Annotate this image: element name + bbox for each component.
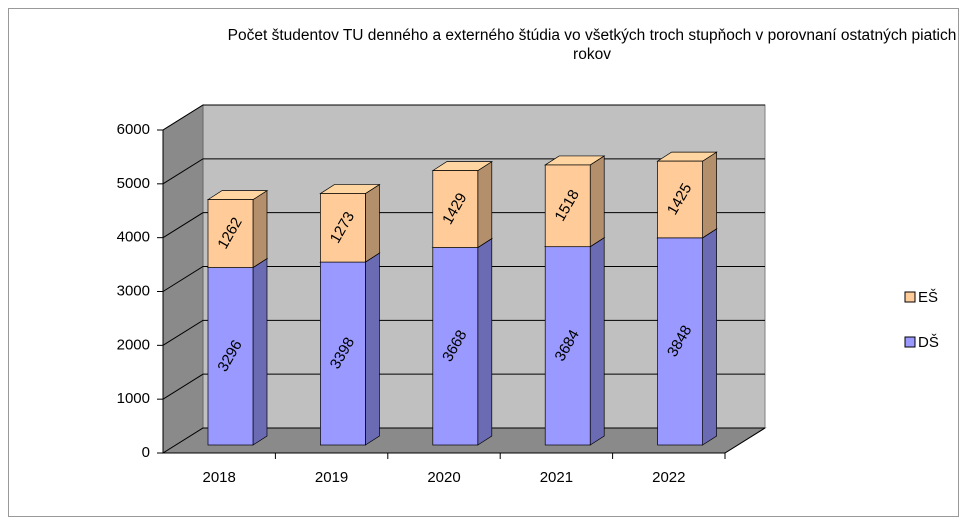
legend-label: DŠ [918, 334, 939, 351]
y-tick-label: 4000 [117, 229, 150, 246]
bar [656, 151, 718, 239]
bar [544, 155, 606, 248]
bar-front [432, 170, 479, 248]
x-tick-label: 2020 [427, 469, 460, 486]
legend-swatch [904, 336, 916, 348]
y-tick-label: 6000 [117, 121, 150, 138]
y-tick-label: 5000 [117, 175, 150, 192]
chart-title: Počet študentov TU denného a externého š… [227, 27, 957, 63]
legend-swatch [904, 291, 916, 303]
bar-side [365, 183, 380, 263]
floor-edge [724, 427, 766, 454]
bar-front [657, 237, 703, 446]
x-tick-label: 2022 [652, 469, 685, 486]
y-tick-label: 2000 [117, 336, 150, 353]
x-tick-label: 2019 [315, 469, 348, 486]
y-tick-label: 3000 [117, 282, 150, 299]
bar [431, 160, 493, 249]
bar [319, 183, 381, 263]
bar-side [252, 257, 268, 446]
bar-side [702, 228, 717, 446]
bar-front [320, 193, 366, 263]
bar-front [432, 247, 479, 446]
bar [544, 237, 606, 446]
bar-side [365, 252, 380, 446]
bar [319, 252, 381, 446]
bar-side [252, 189, 268, 269]
bar [206, 189, 269, 269]
chart-frame [8, 8, 959, 517]
bar-side [589, 155, 605, 248]
bar-front [544, 246, 591, 446]
bar-front [544, 164, 591, 248]
legend-label: EŠ [918, 289, 938, 306]
grid-line [162, 104, 765, 131]
bar-side [589, 237, 605, 446]
bar-front [657, 160, 703, 239]
bar-front [320, 261, 366, 446]
bar-front [207, 199, 254, 268]
bar-side [477, 237, 493, 446]
y-tick-label: 0 [142, 444, 150, 461]
x-tick-label: 2021 [540, 469, 573, 486]
x-tick-label: 2018 [203, 469, 236, 486]
bar-side [702, 151, 717, 239]
y-tick-label: 1000 [117, 390, 150, 407]
bar-side [477, 160, 493, 249]
